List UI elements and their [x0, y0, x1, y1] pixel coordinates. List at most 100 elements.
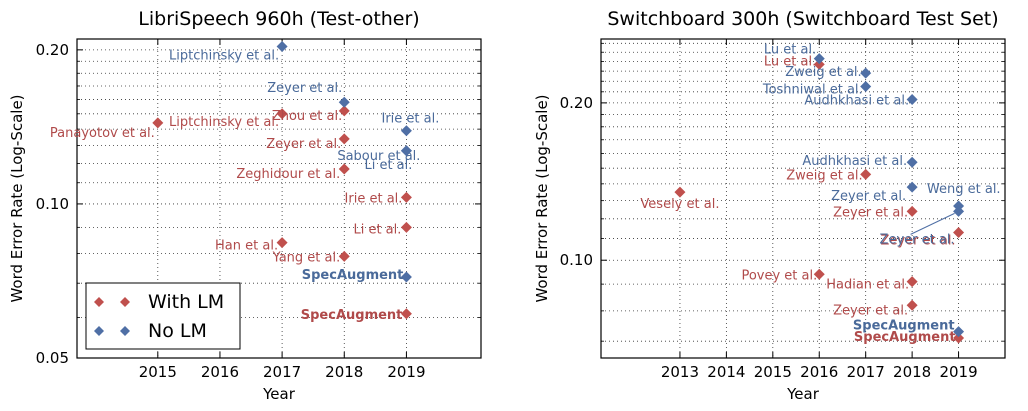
- point-label: Sabour et al.: [337, 149, 420, 164]
- y-tick-label: 0.05: [36, 349, 69, 367]
- data-point: [906, 181, 918, 193]
- x-axis-label: Year: [786, 385, 820, 403]
- data-point: [400, 191, 412, 203]
- data-point: [860, 80, 872, 92]
- data-point: [400, 125, 412, 137]
- point-label: Zeyer et al.: [880, 232, 955, 247]
- point-label: Hadian et al.: [826, 278, 909, 293]
- point-label: SpecAugment: [854, 330, 956, 345]
- data-point: [906, 93, 918, 105]
- point-label: Zeyer et al.: [831, 189, 906, 204]
- x-tick-label: 2016: [800, 363, 838, 381]
- data-point: [953, 326, 965, 338]
- data-point: [338, 163, 350, 175]
- data-point: [276, 108, 288, 120]
- point-label: Audhkhasi et al.: [804, 93, 909, 108]
- point-label: Han et al.: [215, 239, 278, 254]
- point-label: Vesely et al.: [640, 197, 719, 212]
- x-tick-label: 2015: [139, 363, 177, 381]
- point-label: Zhou et al.: [272, 109, 342, 124]
- point-label: Zeyer et al.: [267, 81, 342, 96]
- annotation-leader-line: [910, 212, 955, 235]
- point-label: Weng et al.: [927, 182, 1001, 197]
- data-point: [860, 67, 872, 79]
- chart-panel-1: 0.05 0.10 0.20 2015 2016 2017 2018 2019 LibriSpe…: [8, 8, 482, 403]
- point-label: Liptchinsky et al.: [169, 49, 279, 64]
- y-tick-label: 0.10: [36, 195, 69, 213]
- point-label: Toshniwal et al.: [762, 82, 863, 97]
- x-tick-label: 2013: [661, 363, 699, 381]
- data-point: [338, 250, 350, 262]
- data-point: [953, 332, 965, 344]
- point-label: Povey et al.: [741, 268, 817, 283]
- data-point: [813, 268, 825, 280]
- x-tick-label: 2017: [263, 363, 301, 381]
- data-point: [400, 145, 412, 157]
- point-label: Liptchinsky et al.: [169, 115, 279, 130]
- point-label: SpecAugment: [301, 308, 403, 323]
- point-label: SpecAugment: [302, 268, 404, 283]
- point-label: Li et al.: [353, 222, 401, 237]
- data-point: [152, 117, 164, 129]
- x-tick-label: 2019: [387, 363, 425, 381]
- data-point: [906, 205, 918, 217]
- point-label: Panayotov et al.: [50, 126, 155, 141]
- legend-entry-label: No LM: [148, 320, 207, 342]
- x-tick-label: 2018: [325, 363, 363, 381]
- legend-entry-label: With LM: [148, 291, 224, 313]
- data-point: [860, 168, 872, 180]
- data-point: [953, 226, 965, 238]
- series-with-lm: Panayotov et al. Liptchinsky et al.Zhou e…: [50, 105, 412, 323]
- x-tick-label: 2015: [754, 363, 792, 381]
- data-point: [906, 299, 918, 311]
- y-axis-label: Word Error Rate (Log-Scale): [8, 94, 26, 302]
- legend-marker: [94, 297, 104, 307]
- point-label: Zweig et al.: [786, 168, 862, 183]
- point-label: Irie et al.: [345, 191, 403, 206]
- x-tick-label: 2018: [893, 363, 931, 381]
- point-label: Zeyer et al.: [266, 137, 341, 152]
- x-tick-label: 2016: [201, 363, 239, 381]
- data-point: [400, 308, 412, 320]
- data-point: [906, 276, 918, 288]
- y-tick-label: 0.10: [560, 251, 593, 269]
- point-label: Lu et al.: [764, 43, 816, 58]
- x-tick-label: 2014: [707, 363, 745, 381]
- data-point: [953, 205, 965, 217]
- x-axis-label: Year: [262, 385, 296, 403]
- data-point: [338, 105, 350, 117]
- plot-frame: [600, 38, 1006, 359]
- data-point: [276, 41, 288, 53]
- point-label: Zeyer et al.: [833, 303, 908, 318]
- data-point: [813, 58, 825, 70]
- data-point: [813, 53, 825, 65]
- legend-box: [85, 282, 241, 350]
- y-tick-label: 0.20: [36, 41, 69, 59]
- point-label: Zweig et al.: [785, 65, 861, 80]
- x-tick-label: 2017: [847, 363, 885, 381]
- data-point: [338, 96, 350, 108]
- point-label: Zeghidour et al.: [236, 167, 340, 182]
- legend-marker: [120, 326, 130, 336]
- point-label: Lu et al.: [764, 54, 816, 69]
- point-label: Yang et al.: [272, 250, 341, 265]
- x-tick-label: 2019: [939, 363, 977, 381]
- point-label: Zeyer et al.: [881, 233, 956, 248]
- legend-marker: [94, 326, 104, 336]
- y-axis-label: Word Error Rate (Log-Scale): [533, 94, 551, 302]
- point-label: Li et al.: [364, 158, 412, 173]
- data-point: [674, 186, 686, 198]
- chart-panel-2: 0.10 0.20 2013 2014 2015 2016 2017 2018 2019 Swit…: [533, 8, 1006, 403]
- chart-title: Switchboard 300h (Switchboard Test Set): [607, 8, 998, 30]
- data-point: [338, 133, 350, 145]
- data-point: [400, 221, 412, 233]
- data-point: [400, 271, 412, 283]
- legend: With LM No LM: [85, 282, 241, 350]
- plot-frame: [76, 38, 482, 359]
- data-point: [906, 156, 918, 168]
- legend-marker: [120, 297, 130, 307]
- point-label: Irie et al.: [381, 112, 439, 127]
- y-tick-label: 0.20: [560, 94, 593, 112]
- point-label: Audhkhasi et al.: [802, 154, 907, 169]
